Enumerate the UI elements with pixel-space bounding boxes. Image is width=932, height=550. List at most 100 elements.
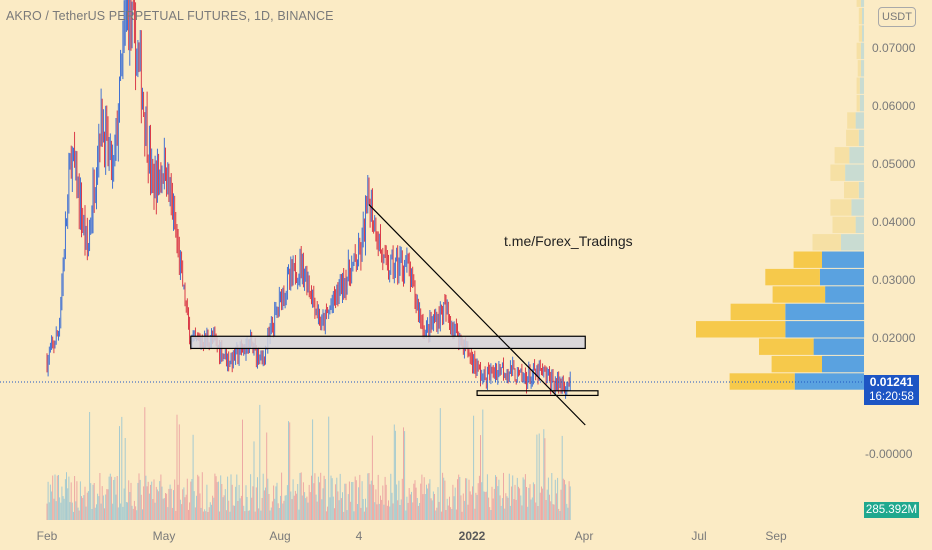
volume-bar xyxy=(175,510,177,520)
volume-bar xyxy=(362,499,364,520)
volume-bar xyxy=(423,477,425,520)
volume-bar xyxy=(224,489,226,520)
volume-bar xyxy=(121,416,123,520)
volume-bar xyxy=(412,502,414,520)
volume-bar xyxy=(535,502,537,520)
volume-bar xyxy=(569,486,571,520)
volume-bar xyxy=(56,475,58,520)
volume-bar xyxy=(437,487,439,520)
volume-bar xyxy=(314,473,316,520)
volume-bar xyxy=(265,487,266,520)
volume-bar xyxy=(473,415,475,520)
volume-bar xyxy=(357,504,358,520)
volume-bar xyxy=(71,502,73,520)
volume-bar xyxy=(478,475,480,520)
lower-zone[interactable] xyxy=(476,390,599,397)
volume-bar xyxy=(329,497,331,520)
volume-bar xyxy=(207,512,209,520)
volume-bar xyxy=(509,505,511,520)
volume-bar xyxy=(125,502,127,520)
volume-bar xyxy=(335,484,337,520)
time-tick-label: Apr xyxy=(574,529,594,543)
volume-bar xyxy=(513,499,515,520)
volume-bar xyxy=(324,479,326,520)
volume-bar xyxy=(463,500,465,520)
time-tick-label: Sep xyxy=(765,529,787,543)
volume-bar xyxy=(117,507,119,520)
volume-bar xyxy=(217,481,219,520)
volume-bar xyxy=(129,492,131,520)
volume-bar xyxy=(524,474,526,520)
volume-bar xyxy=(482,409,484,520)
volume-bar xyxy=(355,480,357,520)
volume-bar xyxy=(254,511,256,520)
volume-bar xyxy=(186,478,188,520)
volume-bar xyxy=(552,504,554,520)
volume-bar xyxy=(534,484,536,520)
volume-bar xyxy=(135,506,137,520)
volume-profile-down xyxy=(840,234,864,251)
volume-bar xyxy=(512,475,514,520)
volume-bar xyxy=(46,503,48,520)
volume-bar xyxy=(376,504,378,520)
volume-bar xyxy=(553,504,555,520)
volume-bar xyxy=(185,494,187,520)
volume-bar xyxy=(245,485,247,520)
time-tick-label: 4 xyxy=(355,529,363,543)
volume-bar xyxy=(504,508,506,520)
volume-bar xyxy=(417,505,419,520)
volume-bar xyxy=(284,495,286,520)
volume-bar xyxy=(530,499,532,520)
volume-bar xyxy=(131,505,133,520)
time-tick-label: Aug xyxy=(269,529,291,543)
volume-bar xyxy=(119,426,120,520)
volume-bar xyxy=(55,501,57,520)
volume-bar xyxy=(406,496,408,520)
volume-bar xyxy=(274,498,276,520)
volume-bar xyxy=(404,431,406,520)
volume-bar xyxy=(248,510,250,520)
volume-bar xyxy=(189,502,191,520)
volume-bar xyxy=(542,488,544,520)
volume-bar xyxy=(398,480,400,520)
volume-bar xyxy=(61,486,63,520)
volume-profile-down xyxy=(860,42,865,60)
descending-trendline[interactable] xyxy=(368,204,586,426)
volume-bar xyxy=(302,482,304,520)
volume-bar xyxy=(112,503,114,520)
volume-bar xyxy=(422,494,424,520)
volume-profile-down xyxy=(860,0,865,7)
volume-profile-up xyxy=(765,268,820,286)
volume-bar xyxy=(353,511,355,520)
volume-bar xyxy=(147,481,149,520)
currency-button[interactable]: USDT xyxy=(878,7,916,27)
volume-bar xyxy=(64,479,66,520)
symbol-title[interactable]: AKRO / TetherUS PERPETUAL FUTURES, 1D, B… xyxy=(6,9,334,23)
volume-bar xyxy=(196,495,197,520)
volume-bar xyxy=(91,509,93,520)
volume-bar xyxy=(120,503,122,520)
volume-bar xyxy=(298,509,300,520)
volume-bar xyxy=(436,507,438,520)
volume-bar xyxy=(374,502,376,520)
volume-bar xyxy=(491,486,493,520)
volume-bar xyxy=(457,479,458,520)
price-tick-label: 0.02000 xyxy=(872,331,916,345)
chart-annotation-text[interactable]: t.me/Forex_Tradings xyxy=(504,233,633,249)
volume-profile-up xyxy=(856,94,860,112)
volume-bar xyxy=(297,484,299,520)
volume-bar xyxy=(260,510,262,520)
price-tick-label: 0.03000 xyxy=(872,273,916,287)
volume-bar xyxy=(236,474,238,520)
volume-profile-down xyxy=(858,129,865,147)
volume-bar xyxy=(198,476,200,520)
volume-bar xyxy=(96,504,97,520)
volume-bar xyxy=(74,476,76,520)
volume-profile-up xyxy=(830,199,852,216)
volume-bar xyxy=(190,481,192,520)
support-zone[interactable] xyxy=(190,335,586,350)
time-tick-label: Jul xyxy=(691,529,707,543)
volume-bar xyxy=(288,421,289,520)
volume-bar xyxy=(562,478,564,520)
